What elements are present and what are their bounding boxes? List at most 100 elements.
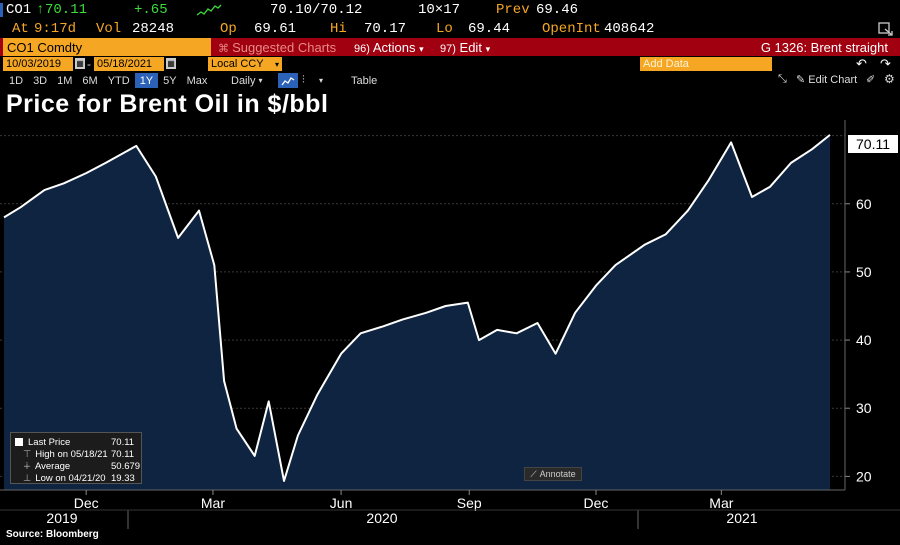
prev-label: Prev (496, 2, 530, 18)
legend-avg-row: ∔ Average 50.679 (15, 460, 141, 472)
x-month-label-3: Sep (457, 495, 482, 511)
annotate-label: Annotate (539, 469, 576, 479)
add-data-input[interactable]: Add Data (640, 57, 772, 71)
ticker-symbol[interactable]: CO1 (6, 2, 32, 18)
end-date-input[interactable]: 05/18/2021 (94, 57, 164, 71)
legend-high-icon: ⊤ (23, 448, 32, 460)
start-calendar-icon[interactable]: ▦ (75, 58, 85, 69)
low-label: Lo (436, 21, 453, 37)
range-button-3d[interactable]: 3D (33, 74, 48, 87)
open-label: Op (220, 21, 237, 37)
legend-last-row: Last Price 70.11 (15, 436, 139, 448)
end-calendar-icon[interactable]: ▦ (166, 58, 176, 69)
legend-avg-icon: ∔ (23, 460, 31, 472)
suggested-charts-button[interactable]: ⌘ Suggested Charts (218, 40, 336, 55)
frequency-select[interactable]: Daily ▾ (226, 73, 267, 88)
last-price: 70.11 (45, 2, 88, 18)
range-button-6m[interactable]: 6M (82, 74, 98, 87)
legend-low-row: ⊥ Low on 04/21/20 19.33 (15, 472, 139, 484)
x-month-label-1: Mar (201, 495, 225, 511)
legend-avg-label: Average (34, 460, 71, 472)
x-year-label-2019: 2019 (46, 510, 77, 526)
start-date-input[interactable]: 10/03/2019 (3, 57, 73, 71)
pencil-icon[interactable]: ✐ (866, 74, 876, 86)
prev-value: 69.46 (536, 2, 579, 18)
quote-bar: CO1 ↑ 70.11 +.65 70.10/70.12 10×17 Prev … (0, 0, 900, 20)
x-year-label-2021: 2021 (726, 510, 757, 526)
y-tick-label-60: 60 (856, 196, 872, 212)
y-tick-label-50: 50 (856, 264, 872, 280)
volume-label: Vol (96, 21, 122, 37)
stats-bar: At 9:17d Vol 28248 Op 69.61 Hi 70.17 Lo … (0, 20, 900, 38)
popout-icon[interactable] (878, 22, 894, 36)
currency-text: Local CCY (211, 58, 264, 70)
chart-toolbar: 1D 3D 1M 6M YTD 1Y 5Y Max Daily ▾ ⫶ ▾ Table ⤡ ✎ … (0, 72, 900, 89)
range-button-5y[interactable]: 5Y (163, 74, 177, 87)
quote-marker (0, 3, 3, 17)
legend-high-label: High on 05/18/21 (35, 448, 108, 460)
range-button-1m[interactable]: 1M (57, 74, 73, 87)
legend-high-row: ⊤ High on 05/18/21 70.11 (15, 448, 139, 460)
legend-low-icon: ⊥ (23, 472, 32, 484)
undo-icon[interactable]: ↶ (856, 56, 867, 71)
open-interest-label: OpenInt (542, 21, 601, 37)
x-month-label-5: Mar (709, 495, 733, 511)
edit-chart-icon: ✎ (796, 74, 809, 86)
sparkline-icon (196, 4, 222, 16)
range-button-max[interactable]: Max (186, 74, 208, 87)
legend-box[interactable]: Last Price 70.11 ⊤ High on 05/18/21 70.1… (10, 432, 142, 484)
legend-avg-value: 50.679 (111, 460, 141, 472)
edit-chart-button[interactable]: ✎ Edit Chart (796, 73, 857, 86)
add-data-placeholder: Add Data (643, 58, 689, 70)
high-label: Hi (330, 21, 347, 37)
currency-select[interactable]: Local CCY ▾ (208, 57, 282, 71)
actions-number: 96) (354, 42, 370, 55)
table-label: Table (351, 74, 378, 87)
source-note: Source: Bloomberg (6, 529, 99, 540)
price-chart[interactable]: 20 30 40 50 60 Dec Mar Jun Sep Dec Mar 2019 2020 202… (0, 120, 900, 529)
settings-gear-icon[interactable]: ⚙ (884, 72, 895, 86)
time-label: At (12, 21, 29, 37)
chart-type-caret-icon[interactable]: ▾ (319, 76, 324, 85)
edit-number: 97) (440, 42, 456, 55)
last-price-badge: 70.11 (848, 135, 898, 153)
legend-swatch (15, 438, 23, 446)
range-button-ytd[interactable]: YTD (107, 74, 130, 87)
open-interest-value: 408642 (604, 21, 655, 37)
security-text: CO1 Comdty (7, 39, 83, 55)
frequency-caret-icon: ▾ (258, 76, 263, 85)
x-year-label-2020: 2020 (366, 510, 397, 526)
actions-caret-icon: ▾ (419, 43, 424, 54)
actions-label: Actions (372, 39, 416, 55)
currency-caret-icon: ▾ (274, 59, 279, 69)
date-separator: - (87, 57, 91, 71)
y-tick-label-40: 40 (856, 332, 872, 348)
price-line[interactable] (3, 134, 831, 482)
x-month-label-0: Dec (74, 495, 99, 511)
line-chart-icon[interactable] (278, 73, 298, 88)
y-tick-label-30: 30 (856, 400, 872, 416)
redo-icon[interactable]: ↷ (880, 56, 891, 71)
chart-title: Price for Brent Oil in $/bbl (6, 90, 329, 118)
y-axis: 20 30 40 50 60 (844, 120, 872, 490)
legend-low-value: 19.33 (111, 472, 135, 484)
edit-menu[interactable]: 97) Edit ▾ (440, 40, 490, 55)
high-value: 70.17 (364, 21, 407, 37)
bar-chart-icon[interactable]: ⫶ (302, 74, 305, 86)
net-change: +.65 (134, 2, 168, 18)
annotate-button[interactable]: ⟋ Annotate (524, 467, 582, 481)
suggested-charts-label: Suggested Charts (232, 39, 337, 55)
end-date-text: 05/18/2021 (97, 58, 153, 70)
back-icon[interactable]: ⤡ (778, 73, 787, 85)
annotate-icon: ⟋ (530, 468, 537, 479)
actions-menu[interactable]: 96) Actions ▾ (354, 40, 424, 55)
edit-caret-icon: ▾ (485, 43, 491, 54)
time-value: 9:17d (34, 21, 77, 37)
range-button-1y[interactable]: 1Y (134, 73, 159, 88)
security-field[interactable]: CO1 Comdty (3, 38, 211, 56)
frequency-label: Daily (231, 74, 256, 87)
suggested-charts-icon: ⌘ (218, 42, 233, 55)
range-button-1d[interactable]: 1D (9, 74, 24, 87)
volume-value: 28248 (132, 21, 175, 37)
table-button[interactable]: Table (346, 73, 382, 88)
